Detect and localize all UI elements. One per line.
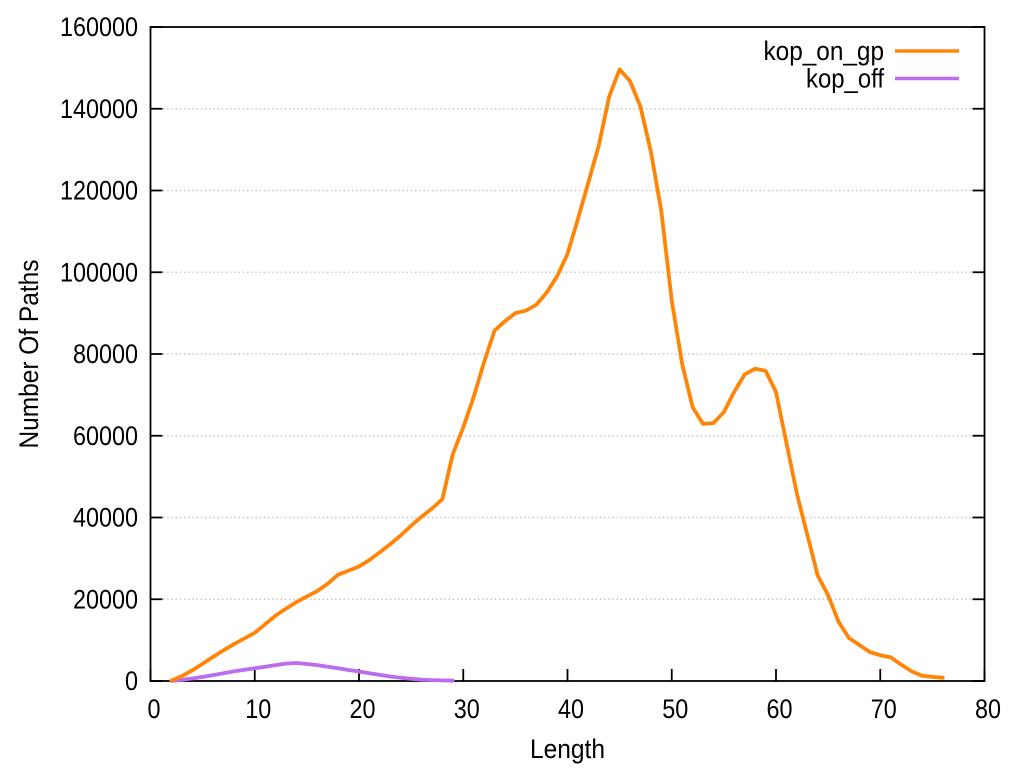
svg-text:20: 20 bbox=[350, 694, 376, 724]
svg-text:100000: 100000 bbox=[60, 257, 138, 287]
svg-text:kop_off: kop_off bbox=[806, 64, 884, 94]
svg-text:0: 0 bbox=[148, 694, 161, 724]
svg-text:kop_on_gp: kop_on_gp bbox=[764, 36, 885, 66]
svg-text:40: 40 bbox=[558, 694, 584, 724]
svg-text:60000: 60000 bbox=[73, 421, 138, 451]
svg-text:60: 60 bbox=[767, 694, 793, 724]
svg-text:50: 50 bbox=[662, 694, 688, 724]
svg-text:120000: 120000 bbox=[60, 176, 138, 206]
svg-text:70: 70 bbox=[871, 694, 897, 724]
svg-text:Number Of Paths: Number Of Paths bbox=[14, 260, 44, 449]
svg-text:10: 10 bbox=[245, 694, 271, 724]
svg-text:30: 30 bbox=[454, 694, 480, 724]
svg-text:20000: 20000 bbox=[73, 584, 138, 614]
svg-text:40000: 40000 bbox=[73, 503, 138, 533]
svg-text:80: 80 bbox=[975, 694, 1001, 724]
svg-text:160000: 160000 bbox=[60, 12, 138, 42]
svg-text:Length: Length bbox=[530, 734, 605, 764]
svg-text:80000: 80000 bbox=[73, 339, 138, 369]
svg-text:140000: 140000 bbox=[60, 94, 138, 124]
svg-text:0: 0 bbox=[125, 666, 138, 696]
